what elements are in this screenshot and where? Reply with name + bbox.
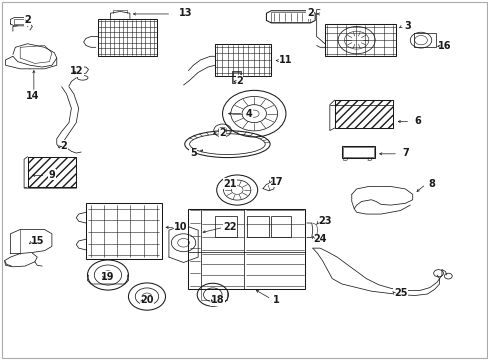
Text: 10: 10 bbox=[174, 222, 187, 231]
Bar bbox=[334, 100, 392, 128]
Bar bbox=[246, 216, 268, 237]
Text: 24: 24 bbox=[313, 234, 326, 244]
Bar bbox=[98, 19, 157, 56]
Text: 13: 13 bbox=[179, 8, 192, 18]
Text: 15: 15 bbox=[30, 236, 44, 246]
Text: 19: 19 bbox=[101, 272, 115, 282]
Bar bbox=[413, 33, 435, 47]
Text: 12: 12 bbox=[69, 66, 83, 76]
Bar bbox=[233, 72, 240, 82]
Text: 14: 14 bbox=[25, 91, 39, 101]
Bar bbox=[200, 289, 227, 300]
Text: 7: 7 bbox=[401, 148, 408, 158]
Bar bbox=[86, 203, 161, 259]
Bar bbox=[215, 44, 271, 76]
Bar bbox=[215, 216, 237, 237]
Bar bbox=[271, 216, 290, 237]
Text: 23: 23 bbox=[318, 216, 331, 226]
Text: 11: 11 bbox=[279, 55, 292, 65]
Bar bbox=[343, 147, 373, 157]
Text: 2: 2 bbox=[24, 15, 31, 26]
Text: 9: 9 bbox=[48, 170, 55, 180]
Text: 2: 2 bbox=[61, 141, 67, 151]
Text: 3: 3 bbox=[404, 21, 410, 31]
Text: 20: 20 bbox=[140, 295, 153, 305]
Text: 22: 22 bbox=[223, 222, 236, 231]
Text: 8: 8 bbox=[428, 179, 435, 189]
Text: 2: 2 bbox=[219, 129, 225, 138]
Bar bbox=[27, 157, 76, 187]
Text: 2: 2 bbox=[306, 8, 313, 18]
Bar bbox=[334, 100, 392, 128]
Bar bbox=[188, 209, 305, 289]
Text: 6: 6 bbox=[413, 116, 420, 126]
Text: 21: 21 bbox=[223, 179, 236, 189]
Bar bbox=[325, 24, 395, 56]
Text: 1: 1 bbox=[272, 295, 279, 305]
Text: 5: 5 bbox=[189, 148, 196, 158]
Text: 16: 16 bbox=[437, 41, 450, 50]
Text: 17: 17 bbox=[269, 177, 283, 187]
Text: 25: 25 bbox=[393, 288, 407, 298]
Text: 2: 2 bbox=[236, 76, 243, 86]
Text: 4: 4 bbox=[245, 109, 252, 119]
Text: 18: 18 bbox=[210, 295, 224, 305]
Bar bbox=[27, 157, 76, 187]
Bar bbox=[232, 71, 241, 83]
Bar bbox=[341, 146, 374, 158]
